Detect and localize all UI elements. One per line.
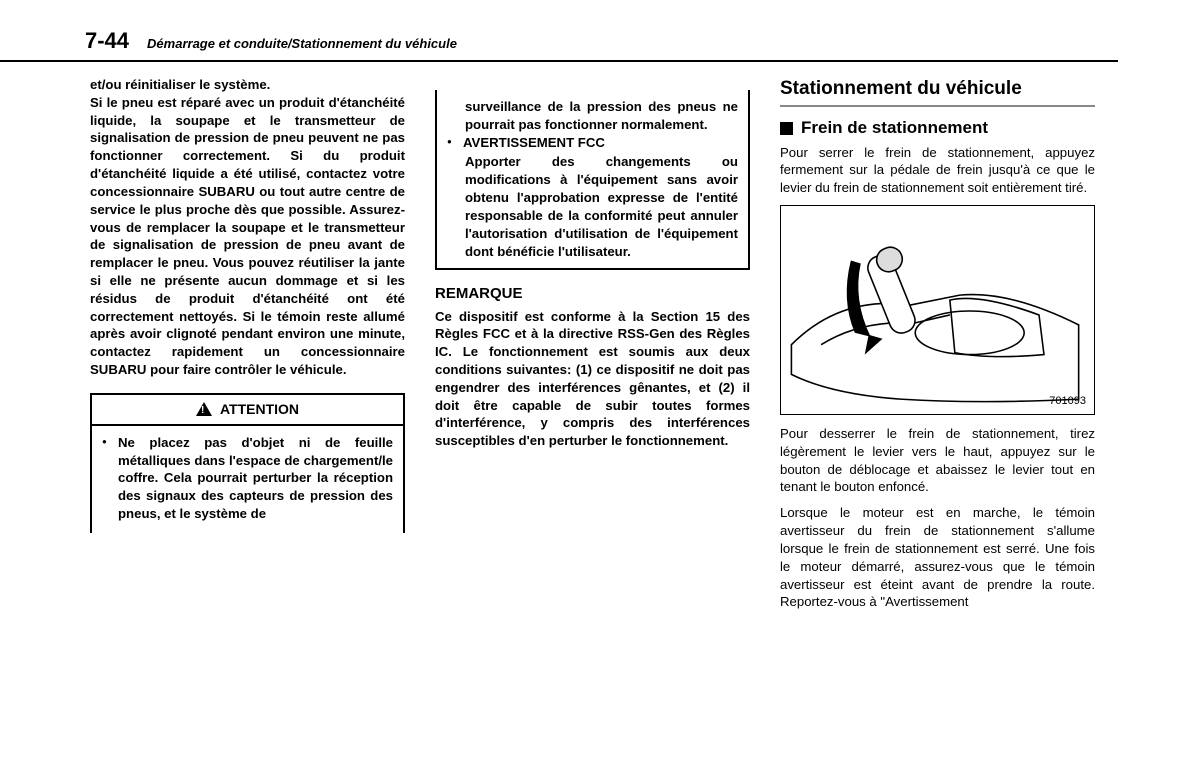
col1-para2: Si le pneu est réparé avec un produit d'…	[90, 94, 405, 379]
subsection-header: Frein de stationnement	[780, 117, 1095, 140]
fcc-text: Apporter des changements ou modification…	[447, 153, 738, 260]
attention-cont-body: surveillance de la pression des pneus ne…	[437, 90, 748, 268]
attention-item-1: Ne placez pas d'objet ni de feuille méta…	[102, 434, 393, 523]
section-title: Stationnement du véhicule	[780, 76, 1095, 107]
cont-text: surveillance de la pression des pneus ne…	[447, 98, 738, 134]
attention-box: ATTENTION Ne placez pas d'objet ni de fe…	[90, 393, 405, 533]
column-2: surveillance de la pression des pneus ne…	[435, 76, 750, 619]
remarque-heading: REMARQUE	[435, 284, 750, 304]
col3-para1: Pour serrer le frein de stationnement, a…	[780, 144, 1095, 197]
page-number: 7-44	[85, 28, 129, 54]
column-1: et/ou réinitialiser le système. Si le pn…	[90, 76, 405, 619]
column-3: Stationnement du véhicule Frein de stati…	[780, 76, 1095, 619]
page-body: et/ou réinitialiser le système. Si le pn…	[0, 76, 1200, 619]
handbrake-illustration-icon	[781, 206, 1094, 414]
col3-para2: Pour desserrer le frein de stationnement…	[780, 425, 1095, 496]
attention-title: ATTENTION	[220, 400, 299, 419]
remarque-text: Ce dispositif est conforme à la Section …	[435, 308, 750, 451]
chapter-title: Démarrage et conduite/Stationnement du v…	[147, 36, 457, 51]
parking-brake-figure: 701093	[780, 205, 1095, 415]
figure-number: 701093	[1049, 394, 1086, 409]
subsection-title: Frein de stationnement	[801, 117, 988, 140]
attention-body: Ne placez pas d'objet ni de feuille méta…	[92, 426, 403, 533]
col1-line1: et/ou réinitialiser le système.	[90, 76, 405, 94]
warning-icon	[196, 402, 212, 416]
attention-header: ATTENTION	[92, 395, 403, 426]
page-header: 7-44 Démarrage et conduite/Stationnement…	[0, 0, 1118, 62]
col3-para3: Lorsque le moteur est en marche, le témo…	[780, 504, 1095, 611]
attention-box-continued: surveillance de la pression des pneus ne…	[435, 90, 750, 270]
square-bullet-icon	[780, 122, 793, 135]
fcc-label: AVERTISSEMENT FCC	[447, 134, 738, 152]
